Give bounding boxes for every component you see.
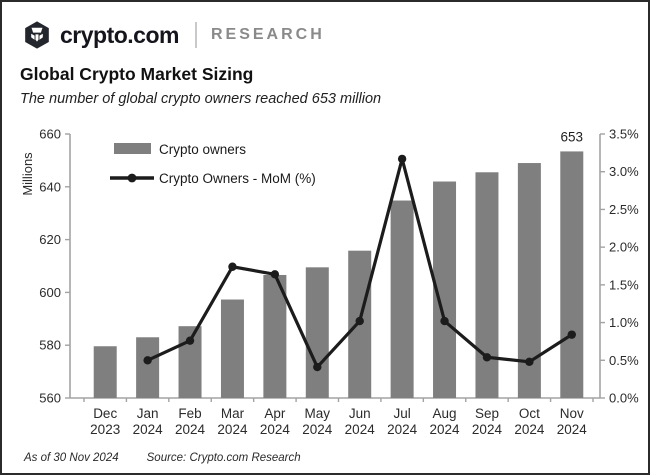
x-axis-label-month: May [305,406,331,421]
bar-sep-2024 [475,172,499,398]
left-axis-title: Millions [20,152,35,196]
right-axis-tick-label: 1.5% [609,277,639,292]
bar-nov-2024 [560,151,584,398]
right-axis-tick-label: 2.0% [609,240,639,255]
x-axis-label-month: Apr [264,406,286,421]
mom-point [525,357,534,366]
as-of-date: As of 30 Nov 2024 [24,452,119,464]
mom-point [355,316,364,326]
x-axis-label-year: 2024 [430,422,461,437]
x-axis-label-month: Mar [221,406,245,421]
x-axis-label-year: 2024 [260,422,291,437]
x-axis-label-month: Aug [433,406,457,421]
chart-subtitle: The number of global crypto owners reach… [20,91,382,107]
x-axis-label-year: 2024 [472,422,503,437]
mom-point [440,316,449,326]
x-axis-label-year: 2023 [90,422,120,437]
chart-area: 560 580 600 620 640 660 0.0% 0.5% 1.0% 1.5% 2.0% 2.… [2,109,648,452]
x-axis-label-month: Sep [475,406,499,421]
x-axis-label-year: 2024 [514,422,545,437]
mom-point [482,353,492,362]
legend-label-line: Crypto Owners - MoM (%) [159,171,316,186]
left-axis-tick-label: 640 [39,179,61,194]
x-axis-label-year: 2024 [217,422,248,437]
x-axis-label-year: 2024 [387,422,418,437]
bar-may-2024 [305,267,329,398]
chart-canvas: 560 580 600 620 640 660 0.0% 0.5% 1.0% 1.5% 2.0% 2.… [20,127,639,438]
mom-point [270,270,280,279]
bar-oct-2024 [517,163,541,398]
mom-point [313,362,322,372]
left-axis-tick-label: 660 [39,127,61,142]
bar-apr-2024 [263,274,287,398]
header: crypto.com RESEARCH [2,2,648,52]
mom-point [143,356,152,365]
x-axis-label-year: 2024 [345,422,376,437]
x-axis-label-year: 2024 [175,422,206,437]
x-axis-label-year: 2024 [557,422,588,437]
mom-point [567,330,576,339]
x-axis-label-month: Jul [393,406,410,421]
x-axis-label-month: Jan [137,406,159,421]
x-axis-label-year: 2024 [302,422,333,437]
header-divider [194,22,197,48]
right-axis-tick-label: 0.5% [609,353,639,368]
x-axis-label-month: Jun [349,406,371,421]
x-axis-label-year: 2024 [133,422,164,437]
legend-line-marker [127,173,137,183]
right-axis-tick-label: 0.0% [609,391,639,406]
right-axis-tick-label: 3.5% [609,127,639,142]
x-axis-label-month: Dec [93,406,117,421]
brand-wordmark: crypto.com [60,21,179,48]
bar-jul-2024 [390,200,414,398]
bar-value-label: 653 [561,129,584,144]
bar-mar-2024 [220,299,244,398]
x-axis-label-month: Oct [519,406,540,421]
bar-dec-2023 [93,346,117,398]
left-axis-tick-label: 620 [39,232,61,247]
legend-bar-swatch [114,143,151,154]
mom-point [397,154,407,164]
left-axis-tick-label: 600 [39,285,61,300]
bar-aug-2024 [433,181,457,398]
right-axis-tick-label: 1.0% [609,315,639,330]
chart-title: Global Crypto Market Sizing [20,64,254,84]
right-axis-tick-label: 2.5% [609,202,639,217]
footer: As of 30 Nov 2024 Source: Crypto.com Res… [24,452,301,464]
right-axis-tick-label: 3.0% [609,164,639,179]
crypto-com-logo-icon [25,21,49,49]
mom-point [228,262,237,271]
left-axis-tick-label: 580 [39,338,61,353]
left-axis-tick-label: 560 [39,391,61,406]
bar-jan-2024 [136,337,160,398]
research-label: RESEARCH [210,26,325,43]
source-note: Source: Crypto.com Research [146,452,301,464]
mom-point [185,336,195,345]
x-axis-label-month: Nov [560,406,584,421]
legend-label-bar: Crypto owners [159,142,246,157]
x-axis-label-month: Feb [178,406,201,421]
